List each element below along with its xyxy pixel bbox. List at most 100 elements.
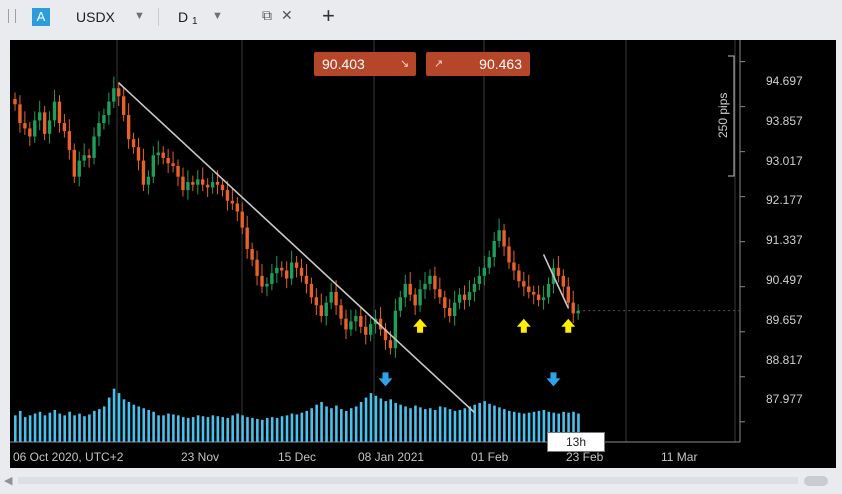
- volume-bar: [236, 413, 239, 442]
- y-tick-label: 91.337: [766, 233, 803, 247]
- volume-bar: [379, 398, 383, 442]
- volume-bar: [93, 410, 96, 442]
- volume-bar: [557, 413, 560, 442]
- close-icon[interactable]: ✕: [281, 7, 293, 23]
- down-arrow-icon: [378, 372, 393, 387]
- volume-bar: [532, 411, 536, 442]
- volume-bar: [58, 413, 62, 442]
- volume-bar: [157, 415, 160, 442]
- volume-bar: [517, 412, 521, 442]
- bar-countdown: 13h: [547, 432, 605, 452]
- candle-body: [18, 104, 22, 124]
- candle-body: [107, 101, 111, 116]
- sell-price-button[interactable]: 90.403 ↘: [314, 52, 416, 76]
- timeframe-label[interactable]: D: [178, 9, 189, 25]
- candle-body: [38, 112, 42, 121]
- candle-body: [141, 160, 146, 185]
- volume-bar: [354, 406, 358, 442]
- volume-bar: [305, 410, 309, 442]
- volume-bar: [335, 405, 338, 442]
- volume-bar: [73, 415, 76, 442]
- chart-area[interactable]: 90.403 ↘ ↗ 90.463 250 pips 94.697 93.857…: [10, 40, 836, 468]
- up-arrow-icon: [561, 318, 576, 333]
- candle-body: [245, 227, 249, 250]
- volume-bar: [562, 411, 565, 442]
- volume-bar: [404, 406, 407, 442]
- candle-body: [87, 155, 91, 158]
- volume-bar: [127, 402, 131, 442]
- volume-bar: [181, 417, 185, 442]
- volume-bar: [97, 409, 101, 442]
- candle-body: [33, 120, 37, 137]
- volume-bar: [241, 415, 244, 442]
- candle-body: [196, 179, 200, 185]
- pips-ruler: [728, 55, 735, 177]
- candle-body: [205, 184, 210, 188]
- up-arrow-icon: [516, 318, 531, 333]
- volume-bar: [384, 401, 388, 442]
- candle-body: [428, 275, 432, 284]
- volume-bar: [18, 410, 22, 442]
- dropdown-arrow-icon[interactable]: ▼: [212, 10, 223, 22]
- volume-bar: [172, 414, 175, 442]
- candle-body: [255, 259, 259, 276]
- scroll-track[interactable]: [18, 477, 798, 484]
- candle-body: [368, 324, 373, 335]
- candle-body: [398, 297, 403, 311]
- scroll-thumb[interactable]: [804, 476, 828, 486]
- candle-body: [220, 184, 225, 191]
- candle-body: [324, 302, 328, 317]
- volume-bar: [132, 404, 136, 442]
- candle-body: [477, 275, 482, 284]
- volume-bar: [231, 415, 234, 442]
- candle-body: [571, 302, 575, 314]
- candle-body: [319, 305, 323, 317]
- sell-price-value: 90.403: [322, 56, 365, 72]
- volume-bar: [265, 418, 269, 442]
- candle-body: [413, 294, 417, 306]
- candle-body: [576, 310, 580, 314]
- volume-bar: [498, 407, 501, 442]
- candle-body: [161, 152, 165, 158]
- candle-body: [280, 267, 284, 271]
- volume-bar: [503, 409, 506, 442]
- buy-price-button[interactable]: ↗ 90.463: [426, 52, 530, 76]
- candle-body: [536, 294, 541, 300]
- candle-body: [438, 289, 442, 298]
- candle-body: [275, 267, 279, 274]
- horizontal-scrollbar[interactable]: ◀: [0, 474, 842, 488]
- plus-icon[interactable]: +: [322, 3, 335, 28]
- volume-bar: [488, 403, 491, 442]
- volume-bar: [48, 412, 52, 442]
- volume-bar: [394, 402, 397, 442]
- candle-body: [299, 267, 304, 276]
- candle-body: [304, 275, 309, 284]
- volume-bar: [330, 408, 333, 442]
- symbol-label[interactable]: USDX: [76, 9, 115, 25]
- grip-icon[interactable]: [8, 9, 16, 23]
- volume-bar: [107, 397, 111, 442]
- candle-body: [359, 316, 363, 327]
- volume-bar: [414, 405, 417, 442]
- candle-body: [77, 160, 81, 177]
- x-tick-label: 01 Feb: [471, 450, 509, 464]
- volume-bar: [270, 417, 274, 442]
- popout-icon[interactable]: ⧉: [262, 7, 272, 23]
- volume-bar: [261, 419, 264, 442]
- chart-canvas[interactable]: [10, 40, 836, 468]
- candle-body: [492, 241, 496, 258]
- timeframe-sub: 1: [192, 16, 198, 27]
- volume-bar: [542, 410, 546, 442]
- scroll-left-icon[interactable]: ◀: [4, 475, 13, 487]
- volume-bar: [572, 411, 575, 442]
- candle-body: [462, 294, 467, 300]
- volume-bar: [478, 402, 481, 442]
- volume-bar: [552, 412, 556, 442]
- candle-body: [522, 281, 526, 287]
- dropdown-arrow-icon[interactable]: ▼: [134, 10, 145, 22]
- up-arrow-icon: [413, 318, 428, 333]
- volume-bar: [438, 406, 442, 442]
- volume-bar: [409, 408, 412, 442]
- volume-bar: [512, 411, 516, 442]
- candle-body: [329, 291, 333, 303]
